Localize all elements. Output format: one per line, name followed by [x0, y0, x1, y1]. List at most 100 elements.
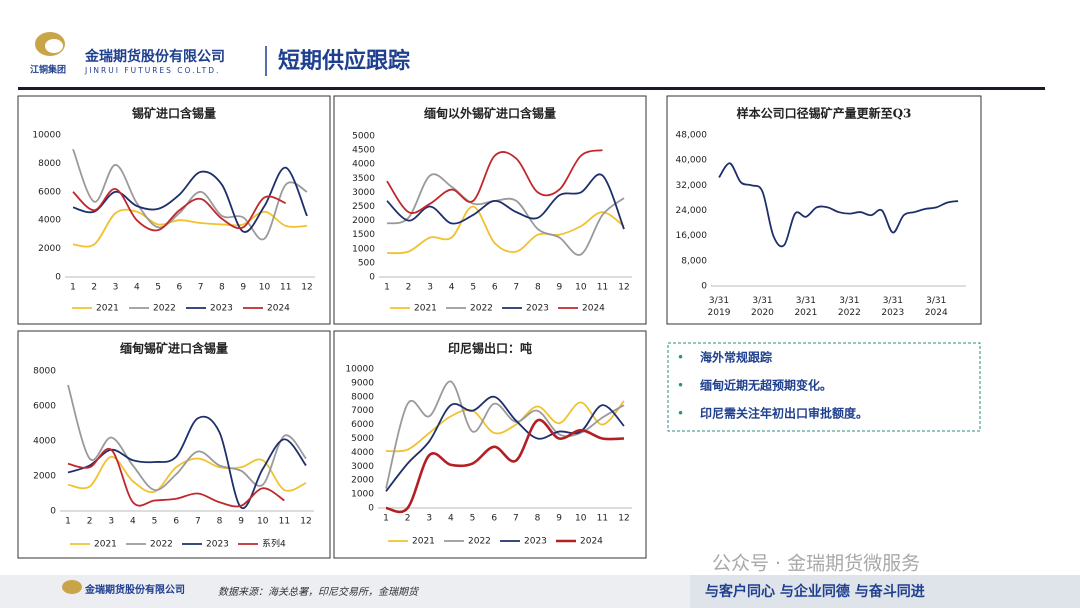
logo	[35, 32, 65, 56]
y-tick-label: 0	[369, 273, 375, 283]
x-tick-label: 5	[155, 283, 161, 293]
chart: 印尼锡出口：吨 0 1000 2000 3000 4000 5000 6000 7000 8000…	[333, 330, 647, 559]
x-tick-label: 9	[240, 283, 246, 293]
y-tick-label: 8,000	[681, 256, 707, 266]
x-tick-label: 11	[597, 283, 608, 293]
chart-title: 印尼锡出口：吨	[448, 341, 532, 356]
x-tick-label: 12	[618, 283, 629, 293]
legend-label: 2024	[267, 304, 290, 314]
watermark: 公众号 · 金瑞期货微服务	[712, 553, 920, 575]
x-tick-label: 11	[597, 514, 608, 524]
x-tick-label: 11	[279, 517, 290, 527]
bullet: •	[677, 407, 684, 421]
footer-company: 金瑞期货股份有限公司	[84, 583, 185, 596]
series-line	[386, 173, 625, 256]
x-tick-label: 9	[556, 514, 562, 524]
slide-title: 短期供应跟踪	[278, 48, 410, 74]
chart-title: 样本公司口径锡矿产量更新至Q3	[737, 106, 912, 121]
y-tick-label: 2500	[352, 202, 375, 212]
y-tick-label: 5000	[351, 434, 374, 444]
y-tick-label: 24,000	[676, 206, 708, 216]
series-line	[67, 384, 307, 491]
y-tick-label: 10000	[345, 365, 374, 375]
x-tick-label: 7	[195, 517, 201, 527]
legend-label: 2022	[150, 540, 173, 550]
series-line	[386, 205, 625, 255]
legend-label: 系列4	[262, 538, 286, 550]
legend-label: 2023	[206, 540, 229, 550]
x-tick-label: 3	[113, 283, 119, 293]
series-line	[386, 149, 603, 214]
note: 海外常规跟踪	[700, 350, 772, 365]
y-tick-label: 0	[368, 504, 374, 514]
y-tick-label: 16,000	[676, 231, 708, 241]
x-tick-label: 5	[470, 283, 476, 293]
x-tick-label: 4	[449, 283, 455, 293]
y-tick-label: 2000	[351, 476, 374, 486]
x-tick-label: 6	[491, 514, 497, 524]
chart: 缅甸以外锡矿进口含锡量 0 500 1000 1500 2000 2500 3000 3500 4…	[333, 95, 647, 325]
x-tick-label: 4	[130, 517, 136, 527]
x-tick-label: 6	[176, 283, 182, 293]
x-tick-label: 2	[87, 517, 93, 527]
y-tick-label: 6000	[38, 187, 61, 197]
x-tick-label: 3/31 2021	[794, 296, 817, 318]
x-tick-label: 10	[575, 514, 587, 524]
slogan-bar	[690, 575, 1080, 608]
x-tick-label: 1	[383, 514, 389, 524]
note: 缅甸近期无超预期变化。	[700, 378, 832, 393]
chart: 样本公司口径锡矿产量更新至Q3 0 8,000 16,000 24,000 32,000 4…	[666, 95, 982, 325]
y-tick-label: 0	[55, 273, 61, 283]
y-tick-label: 8000	[351, 392, 374, 402]
series-line	[386, 173, 625, 230]
x-tick-label: 4	[448, 514, 454, 524]
y-tick-label: 1000	[352, 244, 375, 254]
legend-label: 2021	[414, 304, 437, 314]
legend-label: 2021	[412, 537, 435, 547]
series-line	[72, 166, 308, 233]
y-tick-label: 4000	[38, 216, 61, 226]
x-tick-label: 5	[152, 517, 158, 527]
legend-label: 2024	[582, 304, 605, 314]
header-rule	[18, 87, 1045, 90]
x-tick-label: 3/31 2022	[838, 296, 861, 318]
x-tick-label: 2	[91, 283, 97, 293]
footer-logo	[62, 580, 82, 594]
y-tick-label: 6000	[351, 420, 374, 430]
x-tick-label: 7	[198, 283, 204, 293]
x-tick-label: 3/31 2023	[881, 296, 904, 318]
x-tick-label: 3	[108, 517, 114, 527]
legend-label: 2023	[210, 304, 233, 314]
chart-title: 缅甸锡矿进口含锡量	[120, 341, 228, 356]
y-tick-label: 48,000	[676, 131, 708, 141]
y-tick-label: 40,000	[676, 156, 708, 166]
x-tick-label: 8	[217, 517, 223, 527]
x-tick-label: 7	[513, 283, 519, 293]
x-tick-label: 3	[426, 514, 432, 524]
chart-frame	[333, 95, 647, 325]
y-tick-label: 0	[701, 282, 707, 292]
x-tick-label: 10	[575, 283, 587, 293]
chart-frame	[666, 95, 982, 325]
y-tick-label: 2000	[352, 216, 375, 226]
y-tick-label: 3000	[352, 188, 375, 198]
series-line	[72, 188, 287, 232]
x-tick-label: 6	[173, 517, 179, 527]
x-tick-label: 3/31 2024	[925, 296, 948, 318]
y-tick-label: 2000	[33, 472, 56, 482]
series-line	[385, 380, 625, 489]
x-tick-label: 8	[535, 283, 541, 293]
y-tick-label: 5000	[352, 132, 375, 142]
x-tick-label: 5	[470, 514, 476, 524]
y-tick-label: 4000	[351, 448, 374, 458]
legend-label: 2021	[96, 304, 119, 314]
x-tick-label: 7	[513, 514, 519, 524]
legend-label: 2021	[94, 540, 117, 550]
series-line	[72, 208, 308, 248]
group-name: 江铜集团	[30, 64, 66, 76]
y-tick-label: 4000	[33, 437, 56, 447]
x-tick-label: 2	[406, 283, 412, 293]
x-tick-label: 9	[556, 283, 562, 293]
legend-label: 2022	[153, 304, 176, 314]
x-tick-label: 3/31 2019	[708, 296, 731, 318]
